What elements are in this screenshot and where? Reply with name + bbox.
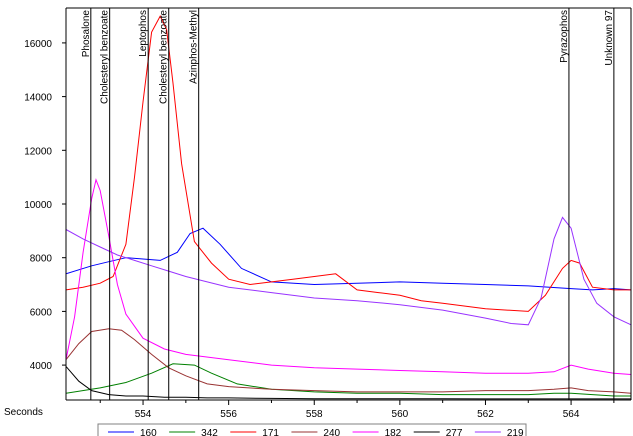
legend-label-240: 240 (323, 428, 340, 436)
series-group (66, 14, 631, 400)
y-tick-label-16000: 16000 (24, 39, 52, 50)
x-tick-label-562: 562 (477, 409, 494, 420)
y-tick-label-12000: 12000 (24, 146, 52, 157)
x-tick-label-558: 558 (306, 409, 323, 420)
series-line-219 (66, 216, 631, 326)
legend-label-182: 182 (385, 428, 402, 436)
marker-label-5: Pyrazophos (559, 10, 570, 63)
series-line-182 (66, 178, 631, 375)
legend-label-219: 219 (507, 428, 524, 436)
y-tick-label-10000: 10000 (24, 200, 52, 211)
legend-label-277: 277 (446, 428, 463, 436)
y-tick-label-14000: 14000 (24, 93, 52, 104)
plot-area (66, 14, 631, 400)
marker-label-3: Cholesteryl benzoate (159, 10, 170, 104)
x-axis-title: Seconds (4, 407, 43, 418)
y-tick-label-4000: 4000 (30, 361, 53, 372)
marker-label-6: Unknown 97 (604, 10, 615, 66)
x-tick-label-560: 560 (392, 409, 409, 420)
legend-label-160: 160 (140, 428, 157, 436)
series-line-171 (66, 14, 631, 312)
legend-label-342: 342 (201, 428, 218, 436)
y-tick-label-6000: 6000 (30, 307, 53, 318)
legend-label-171: 171 (262, 428, 279, 436)
series-line-240 (66, 328, 631, 394)
x-tick-label-564: 564 (563, 409, 580, 420)
legend-box (97, 423, 527, 436)
axes: Seconds 4000 6000 8000 10000 12000 14000 16000… (4, 7, 632, 420)
x-tick-label-556: 556 (220, 409, 237, 420)
legend: 160 342 171 240 182 277 219 (97, 423, 527, 436)
marker-label-2: Leptophos (138, 10, 149, 57)
series-line-342 (66, 363, 631, 397)
marker-label-4: Azinphos-Methyl (189, 10, 200, 84)
marker-label-0: Phosalone (81, 10, 92, 58)
series-line-277 (66, 366, 631, 400)
compound-markers: Phosalone Cholesteryl benzoate Leptophos Ch… (81, 8, 615, 400)
marker-label-1: Cholesteryl benzoate (100, 10, 111, 104)
x-tick-label-554: 554 (135, 409, 152, 420)
y-tick-label-8000: 8000 (30, 254, 53, 265)
